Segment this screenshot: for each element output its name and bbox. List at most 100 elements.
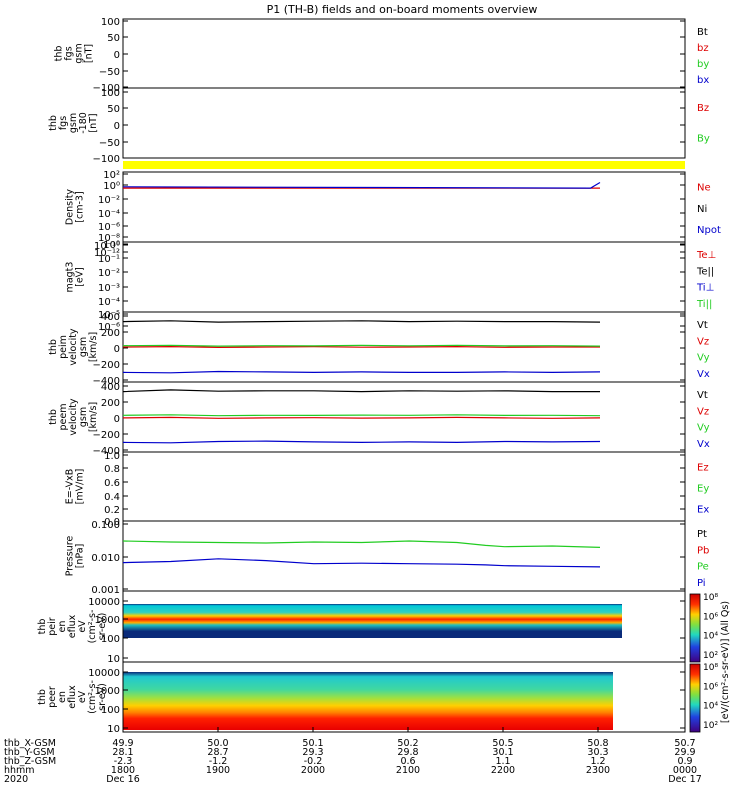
y-axis-label: gsm xyxy=(78,407,89,427)
y-tick-label: −100 xyxy=(93,154,120,165)
y-axis-label: en xyxy=(57,621,68,633)
panel-peem_velocity: 400 200 0 −200 −400 thb peem velocity gsm [km/s] V… xyxy=(48,381,710,457)
y-axis-label: (cm²-s- xyxy=(87,680,98,714)
y-axis-label: [nPa] xyxy=(75,544,86,569)
colorbar-label: 10⁶ xyxy=(703,612,718,622)
time-axis-value: 2300 xyxy=(586,765,610,776)
y-tick-label: 10⁻¹² xyxy=(94,248,120,259)
y-tick-label: −200 xyxy=(93,430,120,441)
y-tick-label: 0.010 xyxy=(91,553,120,564)
legend-entry: Vx xyxy=(697,369,710,380)
series-Vx xyxy=(122,440,601,444)
colorbar-label: 10⁴ xyxy=(703,632,718,642)
y-axis-label: thb xyxy=(37,619,48,635)
time-axis-value: 29.3 xyxy=(302,747,323,758)
y-tick-label: 10⁻⁶ xyxy=(98,322,120,333)
y-axis-label: (cm²-s- xyxy=(87,610,98,644)
y-axis-label: sr-eV) xyxy=(97,613,108,641)
y-tick-label: 0 xyxy=(114,414,120,425)
time-axis-value: 1.1 xyxy=(495,756,510,767)
y-tick-label: 400 xyxy=(101,312,120,323)
colorbar-label: 10² xyxy=(703,651,718,661)
colorbar-label: 10⁴ xyxy=(703,702,718,712)
y-axis-label: [eV] xyxy=(75,267,86,287)
y-tick-label: 0.4 xyxy=(104,492,120,503)
y-axis-label: [km/s] xyxy=(88,332,99,362)
y-tick-label: −400 xyxy=(93,446,120,457)
y-axis-label: [nT] xyxy=(84,44,95,63)
y-tick-label: 0.001 xyxy=(91,585,120,596)
y-axis-label: [km/s] xyxy=(88,402,99,432)
panel-fgs_bz_by: 100 50 0 −50 −100 thb fgs gsm -180 [nT] Bz By xyxy=(48,87,710,169)
legend-entry: Bz xyxy=(697,103,709,114)
time-axis-value: 50.2 xyxy=(397,738,418,749)
time-axis-row-label: 2020 xyxy=(4,774,28,785)
y-tick-label: 10⁰ xyxy=(103,240,120,251)
time-axis-value: 0.6 xyxy=(400,756,415,767)
legend-entry: Ti⊥ xyxy=(696,283,714,294)
y-axis-label: fgs xyxy=(58,116,69,130)
y-axis-label: eV xyxy=(77,620,88,633)
y-axis-label: [nT] xyxy=(88,113,99,132)
legend-entry: Te⊥ xyxy=(696,250,716,261)
time-axis-value: 2100 xyxy=(396,765,420,776)
y-axis-label: en xyxy=(57,691,68,703)
y-axis-label: eflux xyxy=(67,685,78,709)
y-tick-label: 1000 xyxy=(95,686,120,697)
legend-entry: Ni xyxy=(697,204,707,215)
y-tick-label: 100 xyxy=(101,634,120,645)
legend-entry: By xyxy=(697,134,710,145)
y-axis-label: thb xyxy=(37,689,48,705)
y-tick-label: 10⁻¹⁰ xyxy=(94,241,120,252)
legend-entry: Vy xyxy=(697,353,710,364)
time-axis-value: 29.8 xyxy=(397,747,418,758)
time-axis-value: -0.2 xyxy=(304,756,323,767)
y-axis-label: velocity xyxy=(68,398,79,436)
time-axis: thb_X-GSMthb_Y-GSMthb_Z-GSMhhmm202049.92… xyxy=(4,727,702,785)
y-tick-label: −400 xyxy=(93,376,120,387)
time-axis-value: 29.9 xyxy=(674,747,695,758)
time-axis-value: Dec 17 xyxy=(668,774,702,785)
y-tick-label: 10⁻² xyxy=(98,268,120,279)
y-axis-label: peim xyxy=(58,335,69,359)
time-axis-value: 2000 xyxy=(301,765,325,776)
legend-entry: by xyxy=(697,59,709,70)
colorbar-label: 10⁸ xyxy=(703,593,718,603)
panel-frame xyxy=(122,241,686,313)
y-tick-label: 50 xyxy=(107,104,120,115)
time-axis-value: 2200 xyxy=(491,765,515,776)
y-tick-label: 100 xyxy=(101,88,120,99)
y-tick-label: 10² xyxy=(103,170,120,181)
y-tick-label: 10⁻⁴ xyxy=(98,297,120,308)
time-axis-value: 0.9 xyxy=(677,756,692,767)
time-axis-value: 1800 xyxy=(111,765,135,776)
panel-temperature: 10⁰ 10⁻¹ 10⁻² 10⁻³ 10⁻⁴ 10⁻⁵10⁻⁶ magt3 [eV] Te⊥ T… xyxy=(65,240,717,333)
y-tick-label: 10⁻¹ xyxy=(98,254,120,265)
time-axis-value: 30.1 xyxy=(492,747,513,758)
y-axis-label: -180 xyxy=(78,112,89,134)
y-axis-label: fgs xyxy=(64,46,75,60)
y-tick-label: 0.8 xyxy=(104,464,120,475)
y-axis-label: gsm xyxy=(78,337,89,357)
legend-entry: Ez xyxy=(697,462,709,473)
time-axis-value: 50.7 xyxy=(674,738,695,749)
time-axis-value: 30.3 xyxy=(587,747,608,758)
panel-peim_velocity: 400 200 0 −200 −400 thb peim velocity gsm [km/s] V… xyxy=(48,311,710,387)
y-axis-label: eflux xyxy=(67,614,78,638)
y-tick-label: 0 xyxy=(114,121,120,132)
panel-frame xyxy=(122,451,686,522)
y-tick-label: −200 xyxy=(93,360,120,371)
y-axis-label: peem xyxy=(58,404,69,431)
y-tick-label: 0.100 xyxy=(91,520,120,531)
y-tick-label: 50 xyxy=(107,33,120,44)
colorbar: 10⁸ 10⁶ 10⁴ 10² xyxy=(689,593,718,663)
series-Pi xyxy=(122,558,601,568)
y-axis-label: thb xyxy=(48,409,59,425)
y-axis-label: thb xyxy=(48,115,59,131)
legend-entry: Vy xyxy=(697,423,710,434)
panel-pressure: 0.100 0.010 0.001 Pressure [nPa] Pt Pb Pe Pi xyxy=(65,520,710,596)
y-axis-label: sr-eV) xyxy=(97,683,108,711)
y-tick-label: 10⁰ xyxy=(103,181,120,192)
